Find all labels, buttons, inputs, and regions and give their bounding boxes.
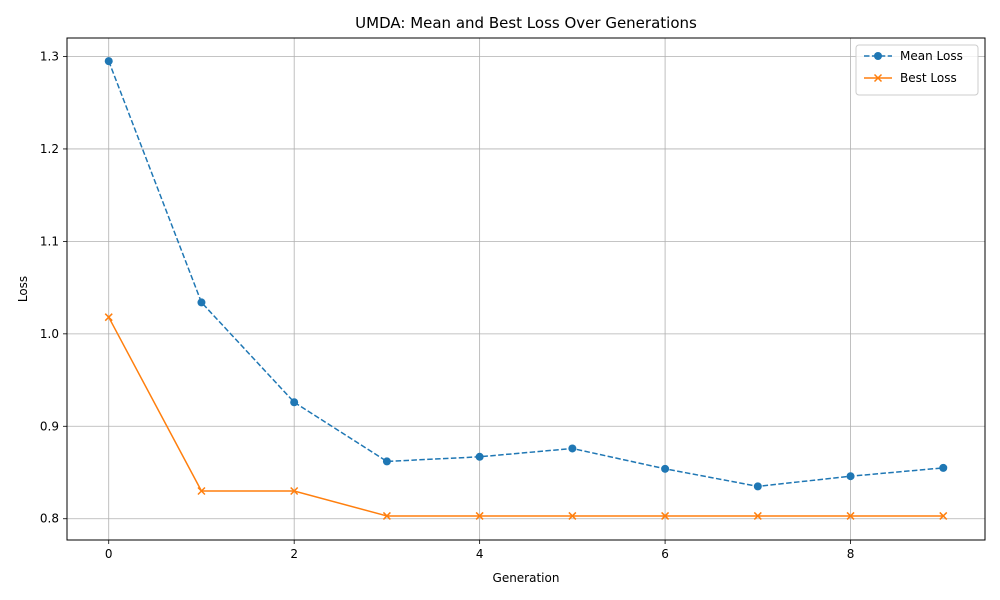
x-axis: 0 2 4 6 8 — [105, 540, 854, 561]
y-axis: 0.8 0.9 1.0 1.1 1.2 1.3 — [40, 49, 67, 526]
mean-loss-point — [104, 57, 113, 66]
x-tick-label: 4 — [476, 547, 484, 561]
mean-loss-point — [197, 298, 206, 307]
best-loss-point — [104, 313, 113, 322]
legend-marker-best-loss — [873, 73, 883, 83]
grid — [67, 38, 985, 540]
mean-loss-point — [382, 457, 391, 466]
mean-loss-line — [108, 60, 944, 488]
legend: Mean Loss Best Loss — [855, 44, 979, 96]
x-tick-label: 6 — [661, 547, 669, 561]
x-tick-label: 8 — [847, 547, 855, 561]
best-loss-point — [568, 511, 577, 520]
best-loss-point — [197, 486, 206, 496]
mean-loss-point — [568, 444, 577, 453]
chart-title: UMDA: Mean and Best Loss Over Generation… — [355, 14, 697, 32]
legend-marker-mean-loss — [874, 52, 882, 60]
best-loss-point — [846, 511, 855, 520]
best-loss-line — [108, 316, 944, 517]
best-loss-point — [939, 511, 948, 520]
y-tick-label: 1.1 — [40, 234, 59, 248]
legend-label-best-loss: Best Loss — [900, 71, 957, 85]
mean-loss-point — [290, 398, 299, 407]
x-tick-label: 2 — [290, 547, 298, 561]
mean-loss-point — [475, 452, 484, 461]
mean-loss-point — [939, 463, 948, 472]
best-loss-point — [753, 511, 762, 520]
legend-label-mean-loss: Mean Loss — [900, 49, 963, 63]
legend-box — [855, 44, 979, 96]
y-axis-title: Loss — [16, 276, 30, 302]
series-layer — [104, 57, 948, 520]
y-tick-label: 1.2 — [40, 142, 59, 156]
x-tick-label: 0 — [105, 547, 113, 561]
best-loss-point — [290, 486, 299, 496]
best-loss-point — [475, 511, 484, 520]
mean-loss-point — [846, 472, 855, 481]
plot-frame — [66, 37, 986, 541]
best-loss-point — [382, 511, 391, 520]
y-tick-label: 0.9 — [40, 419, 59, 433]
y-tick-label: 1.0 — [40, 327, 59, 341]
x-axis-title: Generation — [493, 571, 560, 585]
y-tick-label: 0.8 — [40, 512, 59, 526]
mean-loss-point — [753, 482, 762, 491]
best-loss-point — [661, 511, 670, 520]
y-tick-label: 1.3 — [40, 49, 59, 63]
mean-loss-point — [661, 464, 670, 473]
